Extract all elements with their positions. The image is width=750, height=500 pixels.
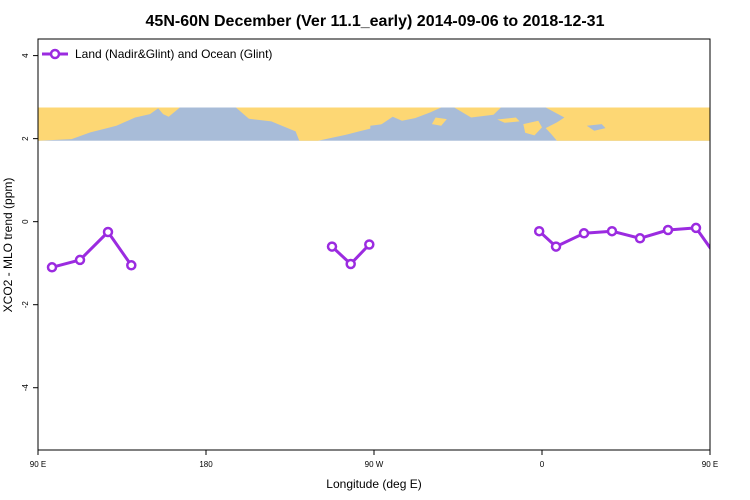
map-land-3 [431,117,447,126]
data-point [578,228,590,239]
map-land-4 [454,107,501,118]
y-tick-label: 4 [21,53,30,58]
data-point [662,224,674,236]
data-point [606,225,618,237]
chart-title: 45N-60N December (Ver 11.1_early) 2014-0… [146,13,605,30]
data-point [326,241,338,252]
series-line [51,230,133,269]
data-point [126,260,137,271]
data-point [720,263,728,271]
map-land-0 [38,107,160,141]
map-land-6 [523,120,542,136]
data-point [74,254,86,266]
map-water-0 [370,123,389,132]
y-tick-label: 2 [21,136,30,141]
data-point [533,225,545,237]
data-point [46,262,58,273]
x-tick-label: 180 [199,460,213,469]
legend-marker-swatch [49,48,61,60]
series-line [538,226,710,251]
x-axis: 90 E 180 90 W 0 90 E [30,450,718,469]
y-tick-label: 0 [21,219,30,224]
legend: Land (Nadir&Glint) and Ocean (Glint) [42,47,272,61]
map-land-2 [235,107,442,141]
y-axis-label: XCO2 - MLO trend (ppm) [1,178,15,313]
map-water-1 [586,124,606,131]
map-land-1 [157,107,180,117]
data-point [345,258,356,270]
y-tick-label: -2 [21,301,30,309]
data-point [364,239,375,250]
x-tick-label: 90 E [30,460,46,469]
data-point [690,222,702,234]
x-axis-label: Longitude (deg E) [326,477,421,491]
x-tick-label: 90 E [702,460,718,469]
map-land-7 [545,107,710,141]
y-axis: 4 2 0 -2 -4 [21,53,38,391]
x-tick-label: 0 [540,460,545,469]
legend-label: Land (Nadir&Glint) and Ocean (Glint) [75,47,272,61]
map-water-2 [523,111,539,118]
x-tick-label: 90 W [365,460,384,469]
world-map-band [38,107,710,141]
data-point [634,233,646,244]
data-point [550,241,562,252]
y-tick-label: -4 [21,384,30,392]
data-point [102,226,114,238]
map-land-5 [497,117,520,123]
series-layer [46,222,728,273]
